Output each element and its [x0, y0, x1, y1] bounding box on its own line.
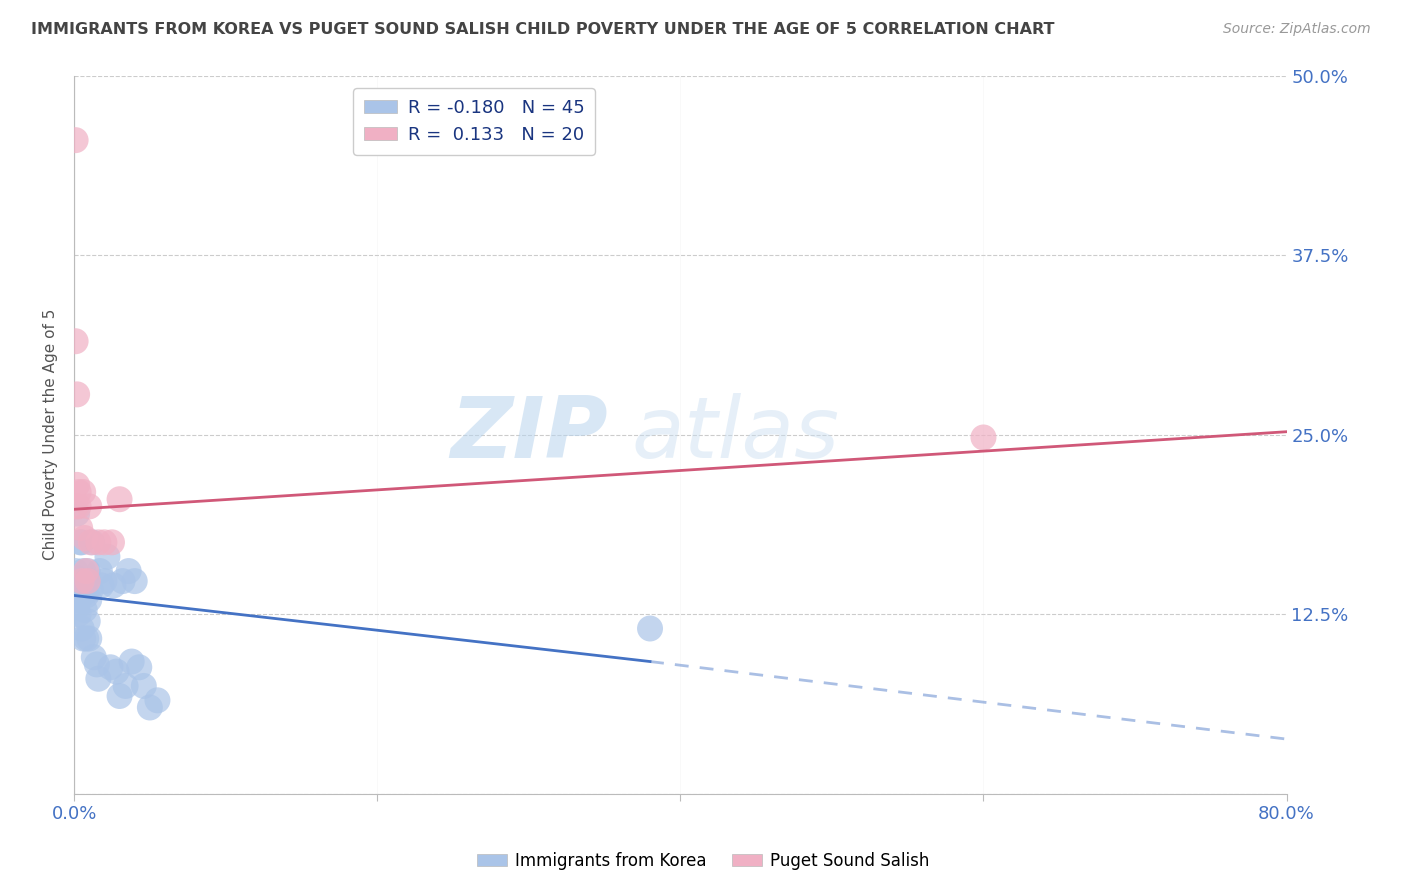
- Point: [80, 582, 103, 597]
- Point: [75, 564, 97, 578]
- Point: [124, 574, 146, 588]
- Point: [67, 485, 90, 500]
- Point: [77, 500, 100, 514]
- Point: [86, 657, 108, 672]
- Point: [66, 387, 89, 401]
- Point: [66, 571, 89, 585]
- Point: [73, 578, 96, 592]
- Point: [87, 672, 110, 686]
- Point: [75, 589, 97, 603]
- Text: Source: ZipAtlas.com: Source: ZipAtlas.com: [1223, 22, 1371, 37]
- Point: [66, 478, 89, 492]
- Point: [69, 578, 91, 592]
- Point: [100, 660, 122, 674]
- Point: [101, 535, 124, 549]
- Point: [76, 574, 98, 588]
- Point: [105, 665, 128, 679]
- Point: [65, 334, 87, 349]
- Point: [77, 632, 100, 646]
- Point: [80, 535, 103, 549]
- Legend: R = -0.180   N = 45, R =  0.133   N = 20: R = -0.180 N = 45, R = 0.133 N = 20: [353, 88, 595, 155]
- Point: [70, 574, 93, 588]
- Point: [93, 535, 115, 549]
- Point: [132, 679, 155, 693]
- Point: [73, 603, 96, 617]
- Point: [75, 632, 97, 646]
- Point: [121, 655, 143, 669]
- Point: [65, 564, 87, 578]
- Point: [87, 535, 110, 549]
- Point: [76, 615, 98, 629]
- Point: [146, 693, 169, 707]
- Point: [73, 531, 96, 545]
- Point: [108, 492, 131, 507]
- Text: atlas: atlas: [631, 393, 839, 476]
- Point: [89, 564, 111, 578]
- Point: [66, 507, 89, 521]
- Point: [67, 574, 90, 588]
- Point: [83, 650, 105, 665]
- Point: [70, 589, 93, 603]
- Point: [82, 535, 104, 549]
- Point: [65, 500, 87, 514]
- Point: [67, 500, 90, 514]
- Point: [69, 535, 91, 549]
- Point: [76, 564, 98, 578]
- Point: [65, 592, 87, 607]
- Point: [93, 574, 115, 588]
- Point: [72, 485, 94, 500]
- Point: [972, 430, 994, 444]
- Point: [70, 622, 93, 636]
- Point: [139, 700, 162, 714]
- Point: [90, 578, 112, 592]
- Text: IMMIGRANTS FROM KOREA VS PUGET SOUND SALISH CHILD POVERTY UNDER THE AGE OF 5 COR: IMMIGRANTS FROM KOREA VS PUGET SOUND SAL…: [31, 22, 1054, 37]
- Point: [96, 549, 118, 564]
- Point: [77, 592, 100, 607]
- Legend: Immigrants from Korea, Puget Sound Salish: Immigrants from Korea, Puget Sound Salis…: [470, 846, 936, 877]
- Point: [103, 578, 125, 592]
- Point: [638, 622, 661, 636]
- Point: [128, 660, 150, 674]
- Point: [66, 599, 89, 614]
- Point: [70, 535, 93, 549]
- Point: [111, 574, 134, 588]
- Text: ZIP: ZIP: [450, 393, 607, 476]
- Point: [72, 564, 94, 578]
- Point: [72, 632, 94, 646]
- Point: [69, 521, 91, 535]
- Point: [65, 133, 87, 147]
- Point: [114, 679, 136, 693]
- Point: [67, 607, 90, 621]
- Y-axis label: Child Poverty Under the Age of 5: Child Poverty Under the Age of 5: [44, 309, 58, 560]
- Point: [108, 689, 131, 703]
- Point: [118, 564, 141, 578]
